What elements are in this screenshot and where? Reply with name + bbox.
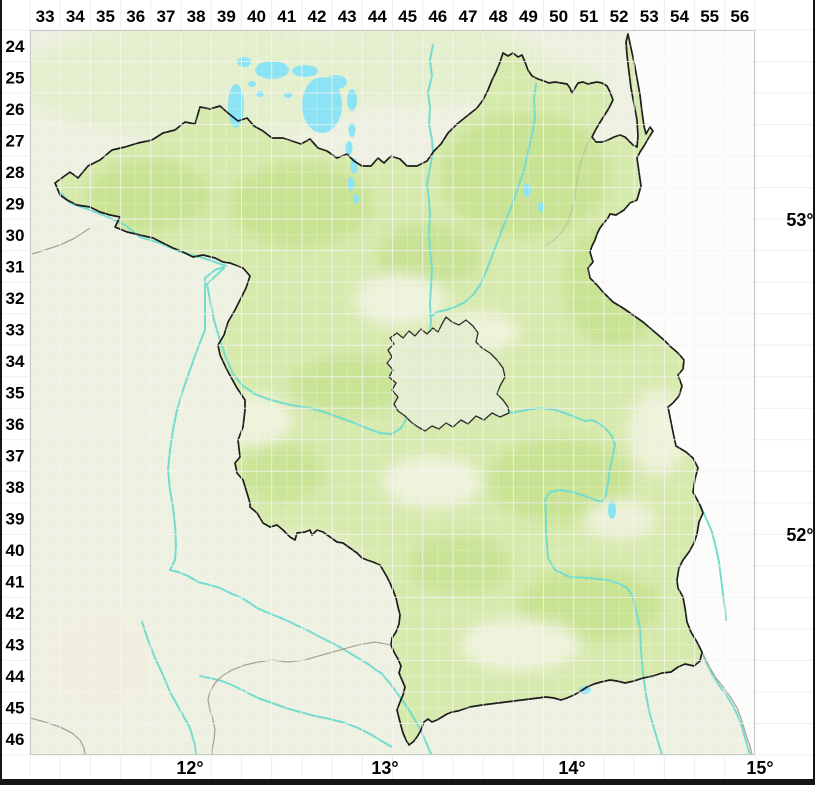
row-label-42: 42	[6, 604, 25, 623]
col-label-42: 42	[308, 7, 327, 26]
row-label-30: 30	[6, 226, 25, 245]
row-label-41: 41	[6, 573, 25, 592]
bottom-label-band	[0, 755, 815, 779]
border-neisse-grey	[701, 651, 753, 755]
row-label-34: 34	[6, 352, 25, 371]
col-label-33: 33	[36, 7, 55, 26]
map-frame	[30, 30, 755, 755]
left-label-band	[0, 30, 30, 755]
col-label-50: 50	[549, 7, 568, 26]
row-label-24: 24	[6, 37, 25, 56]
column-labels: 33 34 35 36 37 38 39 40 41 42 43 44 45 46 47 48 49 50 51 52…	[36, 7, 750, 26]
left-edge-bar	[0, 0, 2, 785]
col-label-38: 38	[187, 7, 206, 26]
row-label-37: 37	[6, 447, 25, 466]
river-elbe-northwest	[57, 189, 227, 267]
col-label-40: 40	[247, 7, 266, 26]
row-label-28: 28	[6, 163, 25, 182]
row-label-27: 27	[6, 131, 25, 150]
river-neisse	[702, 654, 751, 755]
col-label-45: 45	[398, 7, 417, 26]
river-ucker	[431, 83, 537, 317]
col-label-54: 54	[670, 7, 689, 26]
col-label-52: 52	[610, 7, 629, 26]
right-label-band	[755, 30, 815, 755]
map-canvas[interactable]	[15, 20, 755, 755]
latitude-labels: 53° 52°	[786, 210, 813, 545]
lat-label-53°: 53°	[786, 210, 813, 230]
col-label-37: 37	[156, 7, 175, 26]
right-edge-bar	[813, 0, 815, 785]
river-spree-south	[544, 419, 663, 755]
col-label-36: 36	[126, 7, 145, 26]
lat-label-52°: 52°	[786, 525, 813, 545]
river-mulde	[199, 675, 393, 748]
row-label-32: 32	[6, 289, 25, 308]
neighbor-borders	[30, 136, 753, 755]
longitude-labels: 12° 13° 14° 15°	[176, 758, 773, 778]
row-label-29: 29	[6, 194, 25, 213]
row-label-40: 40	[6, 541, 25, 560]
row-label-25: 25	[6, 68, 25, 87]
col-label-51: 51	[579, 7, 598, 26]
row-label-38: 38	[6, 478, 25, 497]
top-label-band	[0, 0, 815, 30]
map-grid-quadrant-lines	[30, 30, 755, 755]
row-label-36: 36	[6, 415, 25, 434]
col-label-39: 39	[217, 7, 236, 26]
col-label-34: 34	[66, 7, 85, 26]
col-label-35: 35	[96, 7, 115, 26]
col-label-49: 49	[519, 7, 538, 26]
region-poland	[588, 30, 755, 755]
row-label-31: 31	[6, 257, 25, 276]
lon-label-14°: 14°	[558, 758, 585, 778]
col-label-41: 41	[277, 7, 296, 26]
river-havel-lower	[206, 267, 416, 435]
row-label-33: 33	[6, 320, 25, 339]
lon-label-13°: 13°	[371, 758, 398, 778]
lon-label-12°: 12°	[176, 758, 203, 778]
river-elbe	[167, 265, 433, 755]
col-label-48: 48	[489, 7, 508, 26]
bottom-edge-bar	[0, 779, 815, 785]
row-label-45: 45	[6, 699, 25, 718]
row-label-35: 35	[6, 384, 25, 403]
col-label-46: 46	[428, 7, 447, 26]
border-brandenburg	[54, 33, 704, 746]
col-label-44: 44	[368, 7, 387, 26]
col-label-56: 56	[730, 7, 749, 26]
row-label-26: 26	[6, 100, 25, 119]
col-label-53: 53	[640, 7, 659, 26]
col-label-55: 55	[700, 7, 719, 26]
col-label-47: 47	[459, 7, 478, 26]
row-label-43: 43	[6, 636, 25, 655]
row-label-39: 39	[6, 510, 25, 529]
lon-label-15°: 15°	[746, 758, 773, 778]
row-labels: 24 25 26 27 28 29 30 31 32 33 34 35 36 37 38 39 40 41 42 43…	[6, 37, 25, 749]
row-label-44: 44	[6, 667, 25, 686]
terrain-texture	[88, 113, 688, 671]
neighbor-terrain-tint	[30, 30, 610, 706]
rivers	[57, 44, 751, 755]
border-southwest-grey	[207, 641, 392, 755]
row-label-46: 46	[6, 730, 25, 749]
col-label-43: 43	[338, 7, 357, 26]
map-grid-lines	[30, 30, 755, 755]
border-bottomleft-grey	[30, 717, 86, 755]
